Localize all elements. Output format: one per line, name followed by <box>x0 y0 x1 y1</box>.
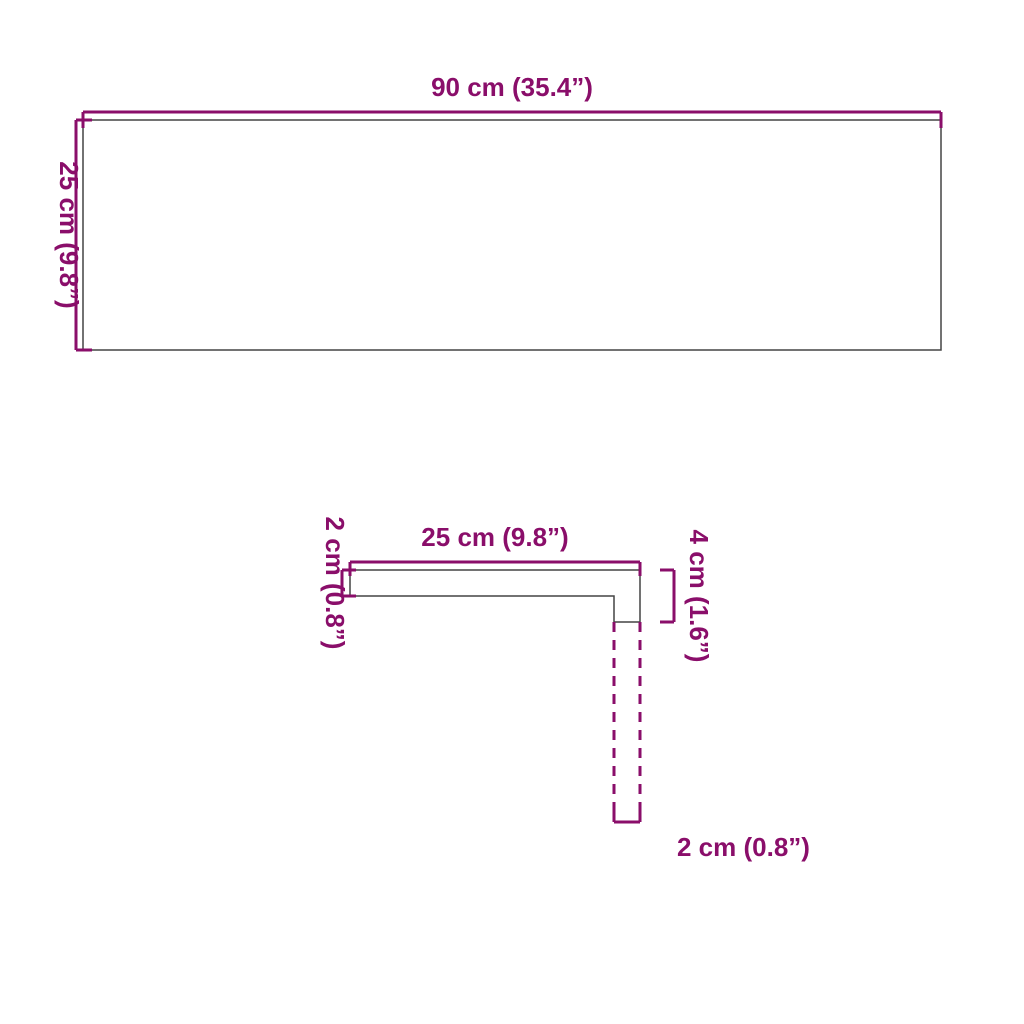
dim-label-height-top: 25 cm (9.8”) <box>54 161 84 308</box>
dim-label-nose-width: 2 cm (0.8”) <box>677 832 810 862</box>
top-view-rect <box>83 120 941 350</box>
dim-label-nose-height: 4 cm (1.6”) <box>684 530 714 663</box>
dim-label-tread-width: 25 cm (9.8”) <box>421 522 568 552</box>
profile-shape <box>350 570 640 622</box>
dim-label-width-top: 90 cm (35.4”) <box>431 72 593 102</box>
dim-label-tread-thick: 2 cm (0.8”) <box>320 517 350 650</box>
